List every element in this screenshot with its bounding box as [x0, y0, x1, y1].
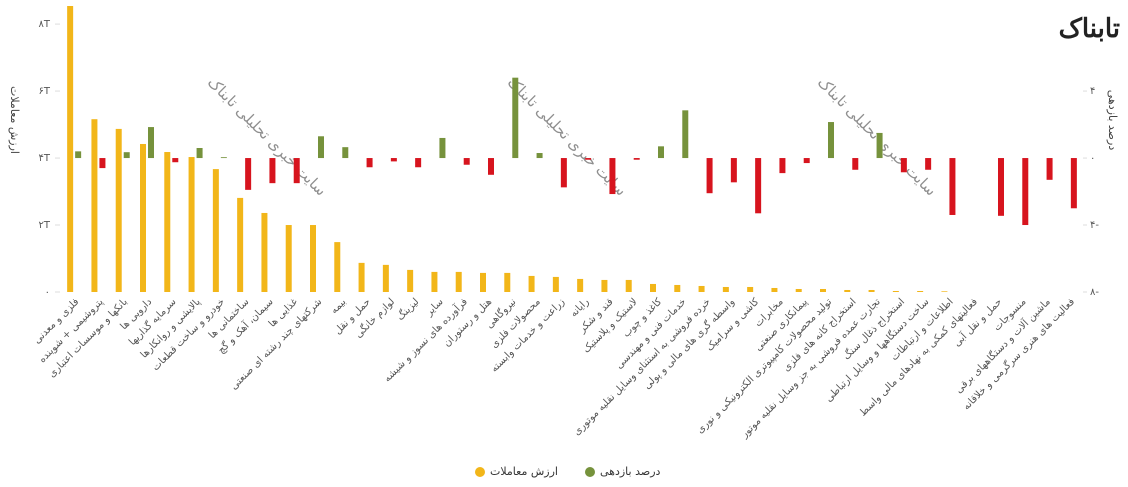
bar — [803, 158, 810, 164]
bar — [512, 77, 519, 159]
bar — [358, 262, 365, 292]
bar — [455, 271, 462, 292]
bar — [334, 242, 341, 292]
bar — [528, 275, 535, 292]
bar — [674, 284, 681, 292]
bar — [536, 153, 543, 159]
bar — [269, 158, 276, 184]
bar — [342, 147, 349, 159]
bar — [706, 158, 713, 194]
bar — [318, 136, 324, 159]
bar — [91, 119, 98, 292]
y-tick-label: ۲T — [39, 220, 51, 231]
bar — [1070, 158, 1077, 209]
legend-marker — [475, 467, 485, 477]
legend-label: ارزش معاملات — [490, 465, 558, 478]
y-axis-title: ارزش معاملات — [8, 86, 21, 154]
bar — [431, 271, 438, 292]
y2-tick-label: ۴- — [1090, 220, 1099, 231]
bar — [390, 158, 397, 162]
bar — [998, 158, 1004, 216]
bar — [212, 169, 219, 292]
bar — [682, 110, 689, 159]
bar — [747, 286, 754, 292]
y2-tick-label: ۴ — [1090, 86, 1095, 97]
bar — [852, 158, 859, 170]
bar — [609, 158, 616, 195]
bar — [771, 287, 778, 292]
x-tick-label: لیزینگ — [394, 296, 421, 323]
bar — [1046, 158, 1053, 180]
bar — [892, 290, 899, 292]
bar — [876, 132, 883, 159]
bar — [722, 286, 729, 292]
bar — [698, 285, 705, 292]
bar — [480, 272, 486, 292]
bar — [407, 269, 414, 292]
legend-marker — [585, 467, 595, 477]
bar — [658, 146, 664, 159]
bar — [601, 279, 608, 292]
bar — [917, 290, 924, 292]
bar — [67, 6, 74, 292]
bar — [148, 127, 154, 159]
bar — [123, 152, 130, 159]
bar — [172, 158, 179, 163]
bar — [415, 158, 422, 168]
bar — [1022, 158, 1029, 226]
bar — [755, 158, 762, 214]
bar — [285, 225, 292, 292]
bar — [310, 225, 316, 292]
bar — [650, 283, 656, 292]
y-tick-label: ۶T — [39, 86, 51, 97]
bar — [625, 279, 632, 292]
bar — [245, 158, 252, 190]
bar — [941, 291, 948, 292]
bar — [366, 158, 373, 168]
bar — [504, 272, 511, 292]
bar — [293, 158, 300, 184]
bar — [115, 128, 122, 292]
bar — [828, 122, 834, 159]
bar — [844, 289, 851, 292]
bar — [488, 158, 494, 175]
bar — [188, 157, 195, 292]
bar — [820, 288, 826, 292]
bar — [382, 264, 389, 292]
y2-axis-title: درصد بازدهی — [1106, 90, 1119, 151]
bar — [220, 157, 227, 159]
bar — [237, 197, 244, 292]
bar — [633, 158, 640, 160]
y-tick-label: ۴T — [39, 153, 51, 164]
bar — [585, 158, 592, 160]
y2-tick-label: ۰ — [1090, 153, 1095, 164]
bar — [949, 158, 956, 215]
bar — [868, 289, 875, 292]
bar — [463, 158, 470, 165]
bar — [439, 137, 446, 159]
y2-tick-label: ۸- — [1090, 287, 1099, 298]
y-tick-label: ۰ — [45, 287, 50, 298]
x-tick-label: بیمه — [329, 296, 349, 316]
bar — [75, 151, 82, 159]
bar — [925, 158, 932, 170]
y-tick-label: ۸T — [39, 19, 51, 30]
bar — [560, 158, 567, 188]
bar — [140, 143, 146, 292]
logo: تابناک — [1059, 14, 1120, 44]
bar — [795, 288, 802, 292]
bar — [730, 158, 737, 183]
bar — [779, 158, 786, 174]
watermark: سایت خبری تحلیلی تابناک — [204, 73, 330, 199]
bar — [577, 278, 584, 292]
legend-label: درصد بازدهی — [600, 465, 661, 478]
bar — [552, 276, 559, 292]
bar — [164, 152, 171, 292]
bar — [261, 212, 268, 292]
bar — [900, 158, 907, 173]
bar — [196, 148, 203, 159]
bar — [99, 158, 106, 169]
